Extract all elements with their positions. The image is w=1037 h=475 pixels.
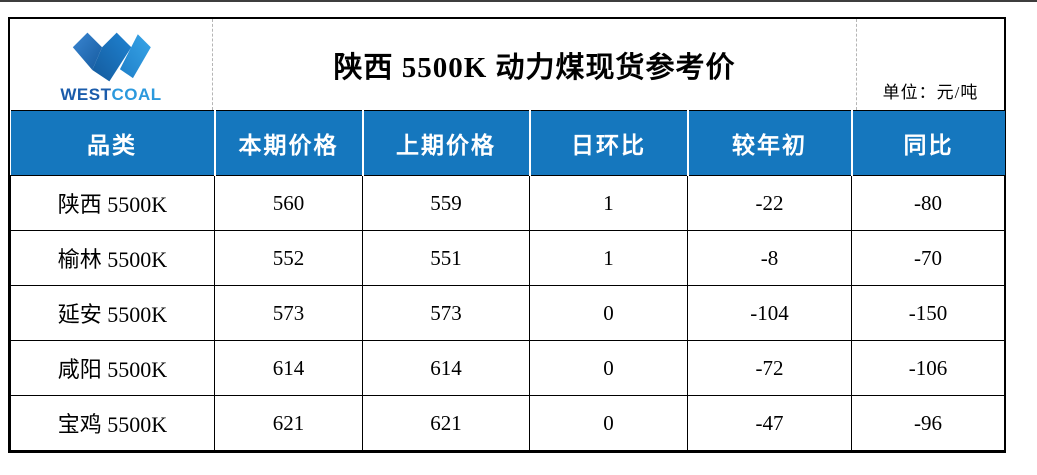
cell-yoy: -106 <box>851 340 1005 396</box>
col-header-yoy: 同比 <box>850 110 1005 176</box>
col-header-current: 本期价格 <box>213 110 363 176</box>
table-row: 榆林 5500K 552 551 1 -8 -70 <box>10 230 1005 286</box>
cell-previous: 559 <box>362 175 530 231</box>
cell-category: 咸阳 5500K <box>10 340 215 396</box>
table-row: 延安 5500K 573 573 0 -104 -150 <box>10 285 1005 341</box>
unit-label: 单位：元/吨 <box>882 83 979 102</box>
cell-dod: 0 <box>529 285 688 341</box>
price-table-header: 品类 本期价格 上期价格 日环比 较年初 同比 <box>10 110 1005 176</box>
cell-previous: 621 <box>362 395 530 451</box>
westcoal-w-icon <box>72 32 151 81</box>
report-header: WESTCOAL 陕西 5500K 动力煤现货参考价 单位：元/吨 <box>10 19 1004 110</box>
cell-current: 560 <box>214 175 363 231</box>
col-header-category: 品类 <box>10 110 215 176</box>
cell-ytd: -47 <box>687 395 852 451</box>
westcoal-wordmark: WESTCOAL <box>60 86 161 103</box>
header-row: 品类 本期价格 上期价格 日环比 较年初 同比 <box>10 110 1005 176</box>
cell-dod: 1 <box>529 175 688 231</box>
table-row: 咸阳 5500K 614 614 0 -72 -106 <box>10 340 1005 396</box>
col-header-ytd: 较年初 <box>686 110 852 176</box>
cell-ytd: -104 <box>687 285 852 341</box>
cell-ytd: -8 <box>687 230 852 286</box>
westcoal-logo: WESTCOAL <box>10 19 213 110</box>
page-top-divider <box>0 0 1037 2</box>
cell-category: 榆林 5500K <box>10 230 215 286</box>
cell-current: 573 <box>214 285 363 341</box>
cell-previous: 551 <box>362 230 530 286</box>
title-cell: 陕西 5500K 动力煤现货参考价 <box>213 19 857 110</box>
cell-dod: 0 <box>529 340 688 396</box>
cell-previous: 614 <box>362 340 530 396</box>
cell-yoy: -96 <box>851 395 1005 451</box>
coal-price-report-card: WESTCOAL 陕西 5500K 动力煤现货参考价 单位：元/吨 品类 本期价… <box>8 17 1006 453</box>
cell-previous: 573 <box>362 285 530 341</box>
logo-word-west: WEST <box>60 84 112 104</box>
cell-category: 延安 5500K <box>10 285 215 341</box>
table-row: 宝鸡 5500K 621 621 0 -47 -96 <box>10 395 1005 451</box>
cell-dod: 1 <box>529 230 688 286</box>
cell-current: 621 <box>214 395 363 451</box>
cell-yoy: -80 <box>851 175 1005 231</box>
cell-current: 552 <box>214 230 363 286</box>
cell-category: 宝鸡 5500K <box>10 395 215 451</box>
col-header-dod: 日环比 <box>528 110 688 176</box>
cell-dod: 0 <box>529 395 688 451</box>
col-header-previous: 上期价格 <box>361 110 530 176</box>
cell-category: 陕西 5500K <box>10 175 215 231</box>
table-row: 陕西 5500K 560 559 1 -22 -80 <box>10 175 1005 231</box>
price-table-body: 陕西 5500K 560 559 1 -22 -80 榆林 5500K 552 … <box>10 175 1005 451</box>
cell-yoy: -70 <box>851 230 1005 286</box>
cell-ytd: -72 <box>687 340 852 396</box>
price-table: 品类 本期价格 上期价格 日环比 较年初 同比 陕西 5500K 560 559… <box>10 110 1005 451</box>
report-title: 陕西 5500K 动力煤现货参考价 <box>333 51 736 84</box>
cell-ytd: -22 <box>687 175 852 231</box>
logo-word-coal: COAL <box>111 84 162 104</box>
cell-current: 614 <box>214 340 363 396</box>
cell-yoy: -150 <box>851 285 1005 341</box>
